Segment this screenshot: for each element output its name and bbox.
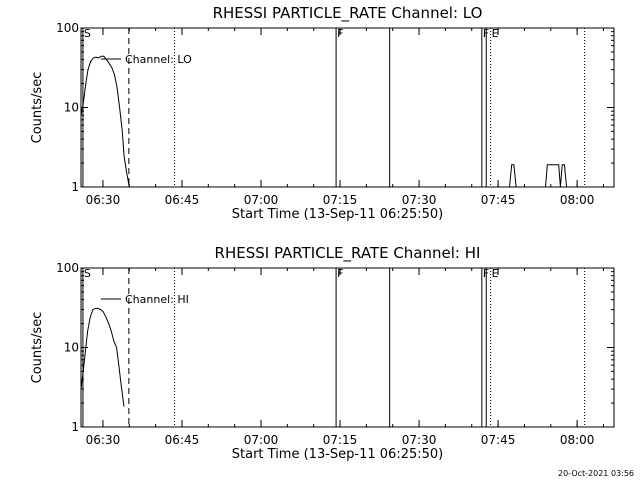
chart-title: RHESSI PARTICLE_RATE Channel: LO — [213, 4, 483, 23]
x-tick-label: 07:15 — [323, 433, 358, 447]
event-marker-label: S — [84, 27, 91, 40]
y-tick-label: 10 — [64, 101, 79, 115]
x-tick-label: 07:00 — [244, 433, 279, 447]
series-line — [509, 164, 517, 188]
chart-panel-2: RHESSI PARTICLE_RATE Channel: HI 1 10 100 06… — [30, 244, 615, 462]
x-tick-label: 06:45 — [165, 193, 200, 207]
event-marker-label: S — [84, 267, 91, 280]
x-tick-label: 07:30 — [402, 433, 437, 447]
y-axis-label: Counts/sec — [30, 312, 45, 384]
event-marker-label: F — [337, 27, 343, 40]
event-marker-label: E — [492, 267, 499, 280]
y-tick-label: 1 — [71, 180, 79, 194]
x-tick-label: 07:15 — [323, 193, 358, 207]
y-tick-label: 100 — [56, 261, 79, 275]
x-tick-label: 08:00 — [560, 193, 595, 207]
chart-title: RHESSI PARTICLE_RATE Channel: HI — [215, 244, 481, 263]
x-tick-label: 06:30 — [86, 193, 121, 207]
chart-panel-1: RHESSI PARTICLE_RATE Channel: LO 1 10 100 06… — [30, 4, 615, 222]
event-marker-label: F — [337, 267, 343, 280]
series-line — [80, 55, 130, 188]
x-tick-label: 06:30 — [86, 433, 121, 447]
axes-frame — [80, 27, 615, 188]
y-tick-label: 100 — [56, 21, 79, 35]
series-line — [80, 307, 125, 407]
x-tick-label: 06:45 — [165, 433, 200, 447]
x-tick-label: 08:00 — [560, 433, 595, 447]
x-axis-label: Start Time (13-Sep-11 06:25:50) — [232, 447, 443, 462]
x-axis-label: Start Time (13-Sep-11 06:25:50) — [232, 207, 443, 222]
x-tick-label: 07:45 — [481, 433, 516, 447]
y-axis-label: Counts/sec — [30, 72, 45, 144]
event-marker-label: E — [492, 27, 499, 40]
x-tick-label: 07:00 — [244, 193, 279, 207]
axes-frame — [80, 267, 615, 428]
x-tick-label: 07:45 — [481, 193, 516, 207]
legend-label: Channel: HI — [125, 293, 189, 306]
series-line — [545, 164, 568, 188]
y-tick-label: 10 — [64, 341, 79, 355]
y-tick-label: 1 — [71, 420, 79, 434]
legend-label: Channel: LO — [125, 53, 192, 66]
x-tick-label: 07:30 — [402, 193, 437, 207]
footer-timestamp: 20-Oct-2021 03:56 — [558, 469, 634, 478]
